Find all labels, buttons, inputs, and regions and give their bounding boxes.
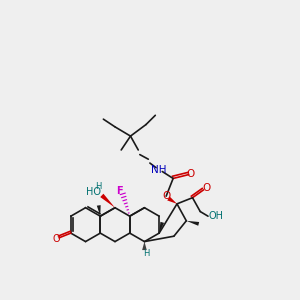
Text: OH: OH [208,211,223,221]
Text: HO: HO [86,187,101,196]
Text: H: H [143,249,149,258]
Polygon shape [186,221,199,226]
Text: O: O [162,191,170,201]
Polygon shape [97,205,101,216]
Text: H: H [95,182,101,191]
Polygon shape [159,222,164,233]
Text: F: F [116,186,123,196]
Text: O: O [52,233,60,244]
Text: O: O [187,169,195,179]
Polygon shape [142,242,147,250]
Text: NH: NH [152,165,167,175]
Text: O: O [202,184,211,194]
Polygon shape [167,196,177,204]
Polygon shape [100,194,115,208]
